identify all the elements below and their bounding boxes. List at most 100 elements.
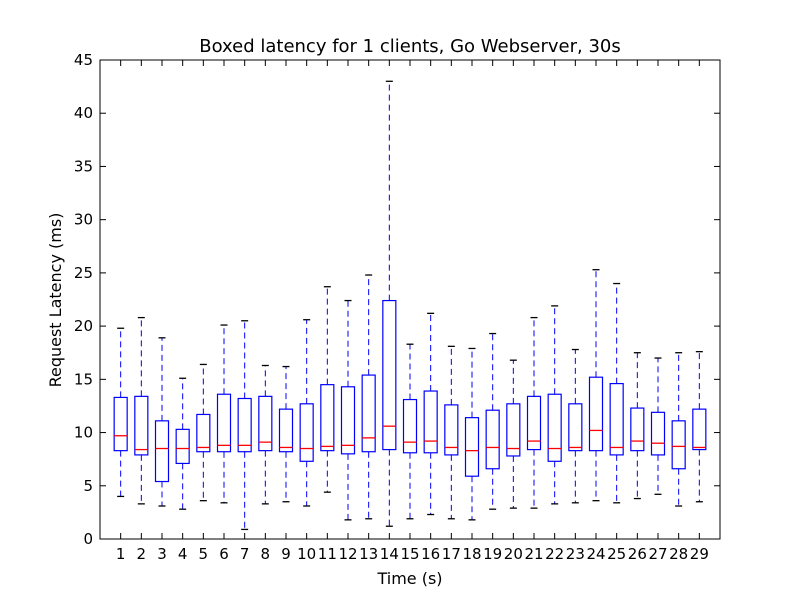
box-group (175, 377, 190, 510)
iqr-box (216, 393, 232, 453)
box-group (258, 364, 273, 505)
y-axis-title: Request Latency (ms) (46, 213, 65, 388)
box-group (444, 345, 459, 520)
iqr-box (113, 396, 128, 452)
iqr-box (361, 374, 376, 453)
box-group (382, 80, 397, 527)
x-tick-label: 29 (690, 545, 709, 563)
box-group (320, 286, 335, 493)
box-group (547, 305, 562, 505)
box-group (237, 320, 252, 531)
boxes-layer (113, 80, 707, 531)
y-tick-label: 10 (74, 424, 93, 442)
box-group (340, 299, 356, 521)
box-group (692, 351, 707, 503)
iqr-box (237, 397, 252, 453)
box-group (361, 274, 376, 520)
box-group (196, 363, 211, 502)
iqr-box (506, 403, 521, 457)
x-tick-label: 1 (116, 545, 126, 563)
iqr-box (154, 420, 170, 483)
iqr-box (485, 409, 500, 470)
x-tick-label: 4 (178, 545, 188, 563)
x-tick-label: 7 (240, 545, 250, 563)
iqr-box (299, 403, 314, 462)
x-tick-label: 8 (261, 545, 271, 563)
box-group (423, 312, 438, 516)
x-tick-label: 25 (607, 545, 626, 563)
x-tick-label: 24 (586, 545, 605, 563)
x-tick-label: 10 (297, 545, 316, 563)
iqr-box (258, 395, 273, 452)
y-tick-label: 5 (83, 477, 93, 495)
x-tick-label: 19 (483, 545, 502, 563)
iqr-box (650, 411, 666, 456)
x-tick-label: 20 (504, 545, 523, 563)
x-tick-label: 9 (281, 545, 291, 563)
y-tick-label: 40 (74, 104, 93, 122)
box-group (568, 348, 583, 504)
y-tick-label: 0 (83, 530, 93, 548)
x-tick-label: 27 (648, 545, 667, 563)
iqr-box (464, 417, 480, 477)
y-tick-label: 25 (74, 264, 93, 282)
box-group (485, 332, 500, 510)
y-axis: 0 5 10 15 20 25 30 35 40 45 (74, 51, 720, 548)
x-tick-label: 12 (338, 545, 357, 563)
iqr-box (588, 376, 604, 452)
box-group (278, 365, 294, 503)
box-group (671, 352, 686, 507)
x-axis: 1 2 3 4 5 6 7 8 9 10 11 12 13 14 15 16 17 18 19 20 21 22 23 24 2… (116, 60, 709, 563)
x-axis-title: Time (s) (376, 569, 442, 588)
iqr-box (423, 390, 438, 454)
box-group (154, 337, 170, 507)
box-group (464, 347, 480, 521)
iqr-box (568, 403, 583, 452)
box-group (216, 324, 232, 504)
y-tick-label: 30 (74, 211, 93, 229)
iqr-box (526, 395, 542, 451)
iqr-box (692, 408, 707, 451)
x-tick-label: 11 (318, 545, 337, 563)
box-group (506, 359, 521, 509)
iqr-box (382, 299, 397, 451)
iqr-box (196, 413, 211, 453)
box-group (588, 269, 604, 502)
chart-title: Boxed latency for 1 clients, Go Webserve… (199, 36, 621, 57)
y-tick-label: 35 (74, 157, 93, 175)
box-group (630, 352, 645, 500)
iqr-box (278, 408, 294, 453)
x-tick-label: 28 (669, 545, 688, 563)
x-tick-label: 14 (380, 545, 399, 563)
y-tick-label: 15 (74, 370, 93, 388)
x-tick-label: 2 (137, 545, 147, 563)
x-tick-label: 3 (157, 545, 167, 563)
x-tick-label: 13 (359, 545, 378, 563)
box-group (402, 343, 418, 520)
x-tick-label: 15 (400, 545, 419, 563)
iqr-box (444, 404, 459, 456)
x-tick-label: 22 (545, 545, 564, 563)
box-group (650, 357, 666, 495)
box-group (113, 327, 128, 498)
iqr-box (134, 395, 149, 456)
y-tick-label: 45 (74, 51, 93, 69)
x-tick-label: 26 (628, 545, 647, 563)
x-tick-label: 18 (462, 545, 481, 563)
iqr-box (175, 428, 190, 465)
iqr-box (340, 386, 356, 455)
y-tick-label: 20 (74, 317, 93, 335)
x-tick-label: 23 (566, 545, 585, 563)
box-group (134, 316, 149, 505)
iqr-box (547, 393, 562, 462)
x-tick-label: 21 (524, 545, 543, 563)
x-tick-label: 17 (442, 545, 461, 563)
iqr-box (630, 407, 645, 452)
box-group (299, 319, 314, 507)
iqr-box (402, 398, 418, 454)
iqr-box (320, 384, 335, 452)
box-group (609, 282, 624, 504)
x-tick-label: 6 (219, 545, 229, 563)
